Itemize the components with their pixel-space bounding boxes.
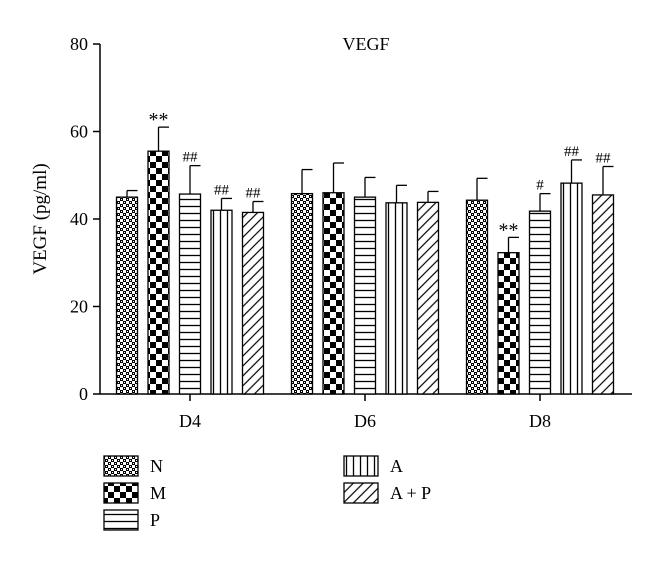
bar — [591, 194, 615, 395]
significance-label: ## — [596, 151, 612, 167]
y-tick-label: 80 — [70, 34, 88, 54]
bar — [290, 192, 314, 395]
x-tick-label: D4 — [179, 411, 201, 431]
bar — [465, 199, 489, 395]
x-ticks: D4 D6 D8 — [179, 394, 551, 431]
bar — [241, 211, 265, 395]
bars: ****########### — [115, 109, 615, 395]
bar — [385, 202, 408, 395]
significance-label: ## — [564, 144, 580, 160]
x-tick-label: D6 — [354, 411, 376, 431]
legend-swatch — [103, 509, 139, 531]
significance-label: ## — [246, 186, 262, 202]
chart-title: VEGF — [342, 34, 389, 54]
legend-swatch — [343, 482, 379, 504]
y-axis-title: VEGF (pg/ml) — [30, 163, 51, 274]
x-tick-label: D8 — [529, 411, 551, 431]
significance-label: ** — [499, 219, 519, 241]
significance-label: # — [536, 178, 544, 194]
bar — [353, 196, 377, 395]
bar — [416, 201, 440, 395]
bar — [528, 210, 552, 395]
legend-label: A — [390, 456, 403, 476]
legend-label: A + P — [390, 483, 431, 503]
legend: NMP A A + P — [103, 455, 431, 531]
significance-label: ## — [183, 150, 199, 166]
legend-label: M — [150, 483, 166, 503]
bar — [497, 252, 520, 395]
significance-label: ** — [149, 109, 169, 131]
bar — [147, 150, 170, 395]
legend-swatch — [343, 455, 379, 477]
bar — [115, 196, 139, 395]
y-ticks: 0 20 40 60 80 — [70, 34, 100, 404]
bar — [178, 193, 202, 395]
legend-label: N — [150, 456, 163, 476]
legend-swatch — [103, 455, 139, 477]
bar — [210, 209, 233, 395]
bar — [322, 192, 345, 395]
bar — [560, 182, 583, 395]
y-tick-label: 60 — [70, 122, 88, 142]
y-tick-label: 20 — [70, 297, 88, 317]
significance-label: ## — [214, 182, 230, 198]
y-tick-label: 40 — [70, 209, 88, 229]
legend-swatch — [103, 482, 139, 504]
legend-label: P — [150, 510, 160, 530]
y-tick-label: 0 — [79, 384, 88, 404]
